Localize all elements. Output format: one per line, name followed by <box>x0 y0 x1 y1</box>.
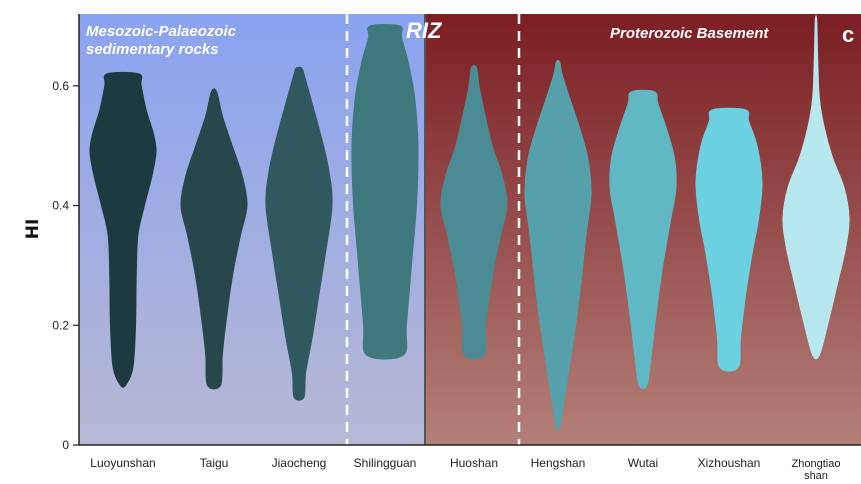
violin-wutai <box>609 89 677 390</box>
violin-shilingguan <box>351 24 419 360</box>
x-category-label: Zhongtiao shan <box>792 458 841 482</box>
violin-series-group <box>89 15 850 432</box>
y-axis-title: HI <box>23 219 43 240</box>
violin-luoyunshan <box>89 71 157 388</box>
x-category-label: Shilingguan <box>354 456 417 470</box>
x-category-label: Xizhoushan <box>698 456 761 470</box>
y-tick-label: 0 <box>62 438 69 452</box>
x-category-label: Hengshan <box>531 456 586 470</box>
violin-taigu <box>180 88 248 390</box>
x-category-label: Huoshan <box>450 456 498 470</box>
violin-hengshan <box>524 59 592 432</box>
x-category-label: Jiaocheng <box>272 456 327 470</box>
region-label-basement: Proterozoic Basement <box>610 25 769 42</box>
panel-label: c <box>842 22 854 47</box>
region-label-riz: RIZ <box>406 18 443 43</box>
violin-zhongtiao-shan <box>782 15 850 360</box>
y-tick-label: 0.4 <box>52 199 69 213</box>
violin-huoshan <box>440 65 508 360</box>
region-label-sedimentary-line1: Mesozoic-Palaeozoic <box>86 23 237 40</box>
region-label-sedimentary: Mesozoic-Palaeozoic sedimentary rocks <box>86 23 240 58</box>
region-label-sedimentary-line2: sedimentary rocks <box>86 41 219 58</box>
y-tick-label: 0.6 <box>52 79 69 93</box>
violin-xizhoushan <box>695 107 763 372</box>
x-category-label: Taigu <box>200 456 229 470</box>
y-tick-label: 0.2 <box>52 318 69 332</box>
x-labels-group: Luoyunshan Taigu Jiaocheng Shilingguan Huosh… <box>90 456 840 482</box>
violin-jiaocheng <box>265 66 333 401</box>
x-category-label: Wutai <box>628 456 658 470</box>
x-category-label: Luoyunshan <box>90 456 155 470</box>
y-ticks-group: 0 0.2 0.4 0.6 <box>52 79 79 452</box>
